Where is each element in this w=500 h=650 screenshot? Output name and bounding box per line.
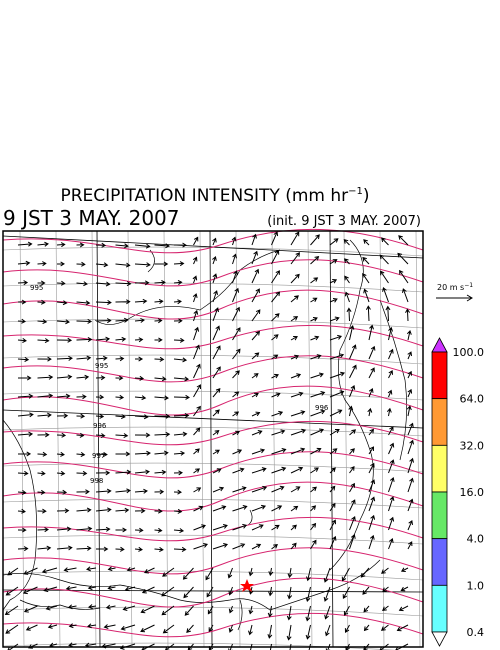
isobar-label: 995 — [95, 362, 108, 370]
colorbar-label: 100.0 — [453, 346, 485, 359]
scale-text: 20 m s — [437, 283, 464, 292]
map-frame — [2, 230, 424, 648]
colorbar-cell — [431, 538, 448, 586]
colorbar-under — [431, 631, 448, 647]
init-time: (init. 9 JST 3 MAY. 2007) — [267, 214, 421, 229]
colorbar-cell — [431, 584, 448, 633]
colorbar-label: 16.0 — [460, 486, 485, 499]
vector-scale-arrow — [436, 294, 473, 302]
map: 995 996 997 998 996 995 — [2, 228, 424, 650]
isobar-label: 995 — [30, 284, 43, 292]
isobar-label: 998 — [90, 477, 103, 485]
colorbar-label: 0.4 — [467, 626, 485, 639]
colorbar-label: 4.0 — [467, 533, 485, 546]
colorbar-cell — [431, 491, 448, 540]
colorbar-cell — [431, 398, 448, 446]
scale-sup: −1 — [464, 282, 473, 289]
colorbar-cell — [431, 444, 448, 493]
title-sup: −1 — [348, 186, 363, 197]
isobar-label: 996 — [93, 422, 107, 430]
coastline — [2, 239, 407, 631]
vector-scale-label: 20 m s−1 — [437, 282, 473, 292]
wind-vectors — [4, 231, 414, 650]
colorbar-label: 1.0 — [467, 579, 485, 592]
location-star — [240, 579, 254, 592]
title-main: PRECIPITATION INTENSITY (mm hr — [60, 186, 348, 206]
colorbar-over — [431, 337, 448, 353]
title: PRECIPITATION INTENSITY (mm hr−1) — [60, 186, 369, 206]
title-end: ) — [363, 186, 370, 206]
isobar-label: 997 — [92, 452, 105, 460]
isobar-label: 996 — [315, 404, 329, 412]
valid-time: 9 JST 3 MAY. 2007 — [3, 206, 180, 230]
colorbar-label: 64.0 — [460, 393, 485, 406]
colorbar: 100.0 64.0 32.0 16.0 4.0 1.0 0.4 — [431, 337, 485, 647]
colorbar-cell — [431, 351, 448, 400]
colorbar-label: 32.0 — [460, 439, 485, 452]
